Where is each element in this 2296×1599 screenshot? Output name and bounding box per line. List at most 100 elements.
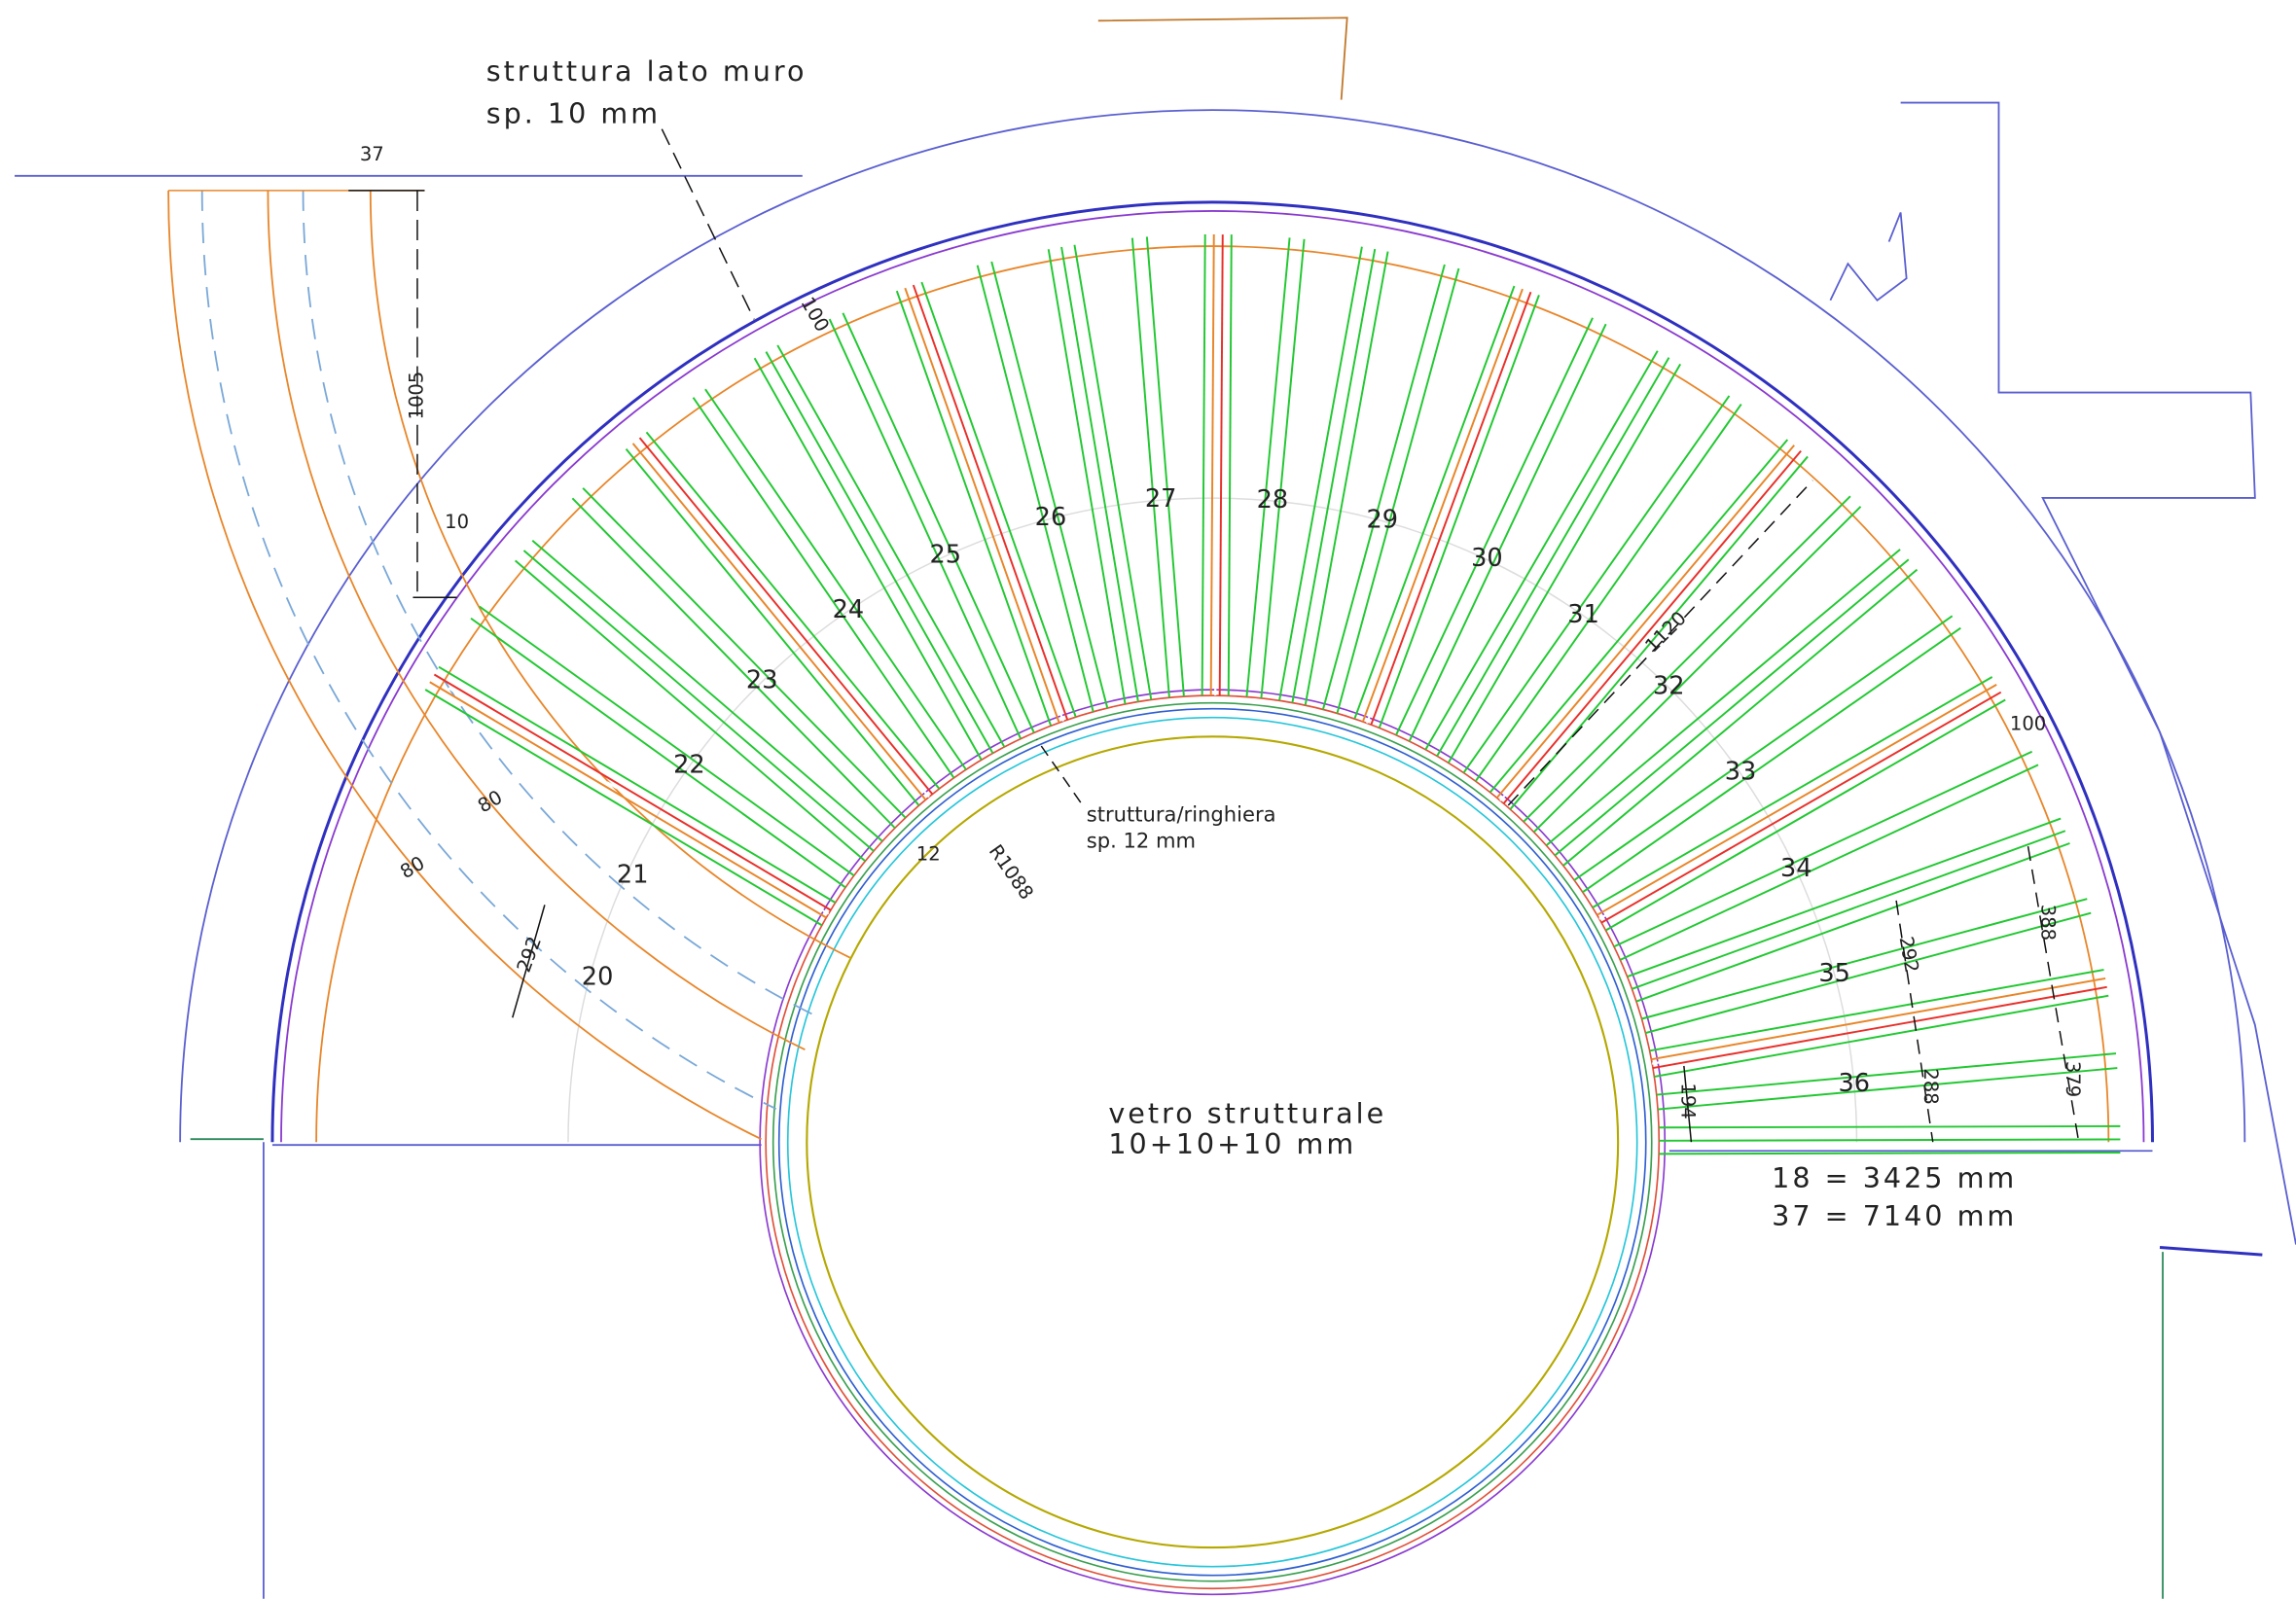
tread-edge xyxy=(431,677,830,915)
tread-edge xyxy=(1641,898,2088,1020)
tread-edge xyxy=(1651,981,2107,1065)
tread-edge xyxy=(1619,764,2039,961)
tread-edge xyxy=(1278,246,1363,701)
tread-edge xyxy=(635,440,930,799)
dimension-label: 288 xyxy=(1919,1068,1942,1104)
tread-edge xyxy=(1495,444,1795,799)
tread-edge xyxy=(1652,985,2107,1070)
tread-edge xyxy=(1627,817,2062,978)
tread-edge xyxy=(904,287,1060,724)
annotation: 10+10+10 mm xyxy=(1108,1127,1356,1160)
tread-edge xyxy=(1336,267,1460,714)
tread-edge xyxy=(514,559,866,863)
step-number: 26 xyxy=(1035,503,1067,532)
landing-arc xyxy=(302,190,821,1019)
tread-edge xyxy=(908,286,1064,722)
dimension-label: 379 xyxy=(2062,1061,2084,1097)
tread-edge xyxy=(912,284,1069,721)
tread-edge xyxy=(1573,615,1954,881)
tread-edge xyxy=(1600,691,2002,924)
tread-edge xyxy=(1659,1138,2121,1142)
annotation: sp. 12 mm xyxy=(1087,829,1196,853)
tread-edge xyxy=(1489,439,1789,794)
tread-edge xyxy=(1635,842,2070,1003)
tread-edge xyxy=(1499,446,1799,801)
circle xyxy=(771,701,1653,1582)
tread-edge xyxy=(1523,495,1851,823)
arc xyxy=(179,109,2246,1143)
tread-edge xyxy=(1424,350,1659,751)
tread-edge xyxy=(522,550,875,852)
step-number: 36 xyxy=(1839,1069,1871,1098)
tread-edge xyxy=(1436,357,1670,757)
landing-arc xyxy=(200,190,777,1110)
annotation: 37 = 7140 mm xyxy=(1772,1199,2017,1232)
circle xyxy=(759,689,1667,1596)
annotation: vetro strutturale xyxy=(1108,1097,1386,1130)
step-number: 34 xyxy=(1780,854,1812,883)
tread-edge xyxy=(433,673,832,911)
tread-edge xyxy=(645,431,941,790)
tread-edge xyxy=(1554,558,1910,857)
step-number: 35 xyxy=(1818,959,1850,988)
tread-edge xyxy=(1592,676,1993,908)
walls xyxy=(15,17,2296,1599)
tread-edge xyxy=(1596,683,1997,916)
tread-edge xyxy=(638,437,934,796)
stair-geometry xyxy=(167,109,2246,1596)
dimension-label: 100 xyxy=(796,293,834,336)
annotation: struttura/ringhiera xyxy=(1087,802,1276,827)
wall-line xyxy=(2159,1246,2263,1257)
tread-edge xyxy=(692,397,955,779)
step-number: 31 xyxy=(1567,600,1599,629)
step-number: 24 xyxy=(833,595,865,624)
tread-edge xyxy=(1462,395,1731,774)
tread-edge xyxy=(470,617,846,889)
tread-edge xyxy=(1260,238,1306,698)
arc xyxy=(270,200,2155,1143)
tread-edge xyxy=(1408,323,1607,742)
step-number: 23 xyxy=(746,666,778,695)
tread-edge xyxy=(1562,568,1919,867)
tread-edge xyxy=(1659,1124,2121,1129)
landing-arc xyxy=(369,190,851,959)
dimension-line xyxy=(512,905,546,1018)
dimension-label: 194 xyxy=(1676,1083,1699,1119)
leader xyxy=(1035,738,1082,803)
dimension-label: 388 xyxy=(2037,905,2060,941)
step-number: 25 xyxy=(930,540,962,569)
dimension-label: R1088 xyxy=(985,840,1038,904)
tread-edge xyxy=(625,447,920,806)
landing-arc xyxy=(167,190,762,1141)
arc xyxy=(280,210,2145,1143)
tread-edge xyxy=(582,487,907,819)
tread-edge xyxy=(920,281,1077,718)
circle xyxy=(786,716,1638,1568)
tread-edge xyxy=(531,540,883,842)
tread-edge xyxy=(1533,506,1862,834)
tread-edge xyxy=(438,665,837,904)
tread-edge xyxy=(1209,234,1215,696)
step-number: 20 xyxy=(582,963,614,992)
tread-edge xyxy=(1227,234,1233,696)
tread-edge xyxy=(1659,1151,2121,1155)
tread-edge xyxy=(1321,264,1446,710)
tread-edge xyxy=(1651,977,2106,1061)
annotation: sp. 10 mm xyxy=(486,97,661,130)
tread-edge xyxy=(1145,236,1185,697)
tread-edge xyxy=(776,344,1006,748)
tread-edge xyxy=(1245,237,1291,697)
dimension-line xyxy=(1683,1065,1693,1143)
tread-edge xyxy=(1545,549,1901,846)
tread-edge xyxy=(1370,291,1532,726)
tread-edge xyxy=(1645,911,2092,1034)
tread-edge xyxy=(1047,249,1127,704)
circle xyxy=(765,694,1661,1590)
tread-edge xyxy=(753,357,983,761)
dimension-label: 1120 xyxy=(1640,607,1690,657)
annotation: struttura lato muro xyxy=(486,54,807,88)
leaders xyxy=(348,128,2080,1146)
dimension-label: 12 xyxy=(916,843,941,866)
dimension-line xyxy=(2027,846,2080,1146)
